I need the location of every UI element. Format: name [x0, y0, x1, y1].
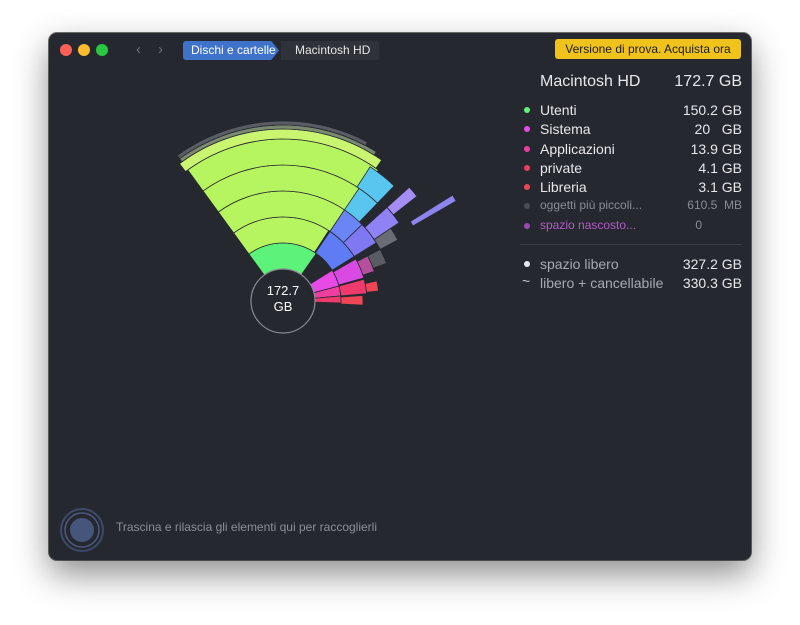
legend-item-applications[interactable]: Applicazioni 13.9 GB: [520, 140, 742, 159]
legend-item-value: 4.1 GB: [698, 159, 742, 176]
breadcrumb-current-disk[interactable]: Macintosh HD: [281, 41, 379, 60]
free-space-row[interactable]: spazio libero 327.2 GB: [520, 255, 742, 274]
back-arrow-icon[interactable]: ‹: [136, 41, 141, 58]
legend-item-value: 0: [695, 217, 702, 232]
sunburst-center-label[interactable]: 172.7 GB: [251, 283, 315, 315]
legend-item-private[interactable]: private 4.1 GB: [520, 159, 742, 178]
free-space-label: spazio libero: [540, 256, 619, 273]
legend-item-value: 150.2 GB: [682, 102, 742, 118]
sunburst-segment-small-objects[interactable]: [373, 227, 399, 250]
applications-color-dot: [524, 145, 530, 152]
legend-item-hidden-space[interactable]: spazio nascosto... 0: [520, 217, 742, 236]
legend-item-label: private: [540, 159, 583, 176]
drop-area-hint: Trascina e rilascia gli elementi qui per…: [116, 520, 377, 534]
legend-item-library[interactable]: Libreria 3.1 GB: [520, 178, 742, 197]
sunburst-center-value: 172.7: [266, 283, 300, 298]
legend-item-value: 20 GB: [694, 121, 742, 138]
legend-item-value: 3.1 GB: [698, 179, 742, 196]
library-color-dot: [524, 184, 530, 191]
sunburst-segment-library-l2[interactable]: [364, 280, 379, 293]
forward-arrow-icon[interactable]: ›: [158, 41, 163, 58]
sunburst-segment-system-l4[interactable]: [356, 166, 395, 204]
smaller-objects-color-dot: [524, 203, 530, 210]
free-space-dot-icon: [524, 261, 530, 268]
purgeable-space-row[interactable]: ~ libero + cancellabile 330.3 GB: [520, 273, 742, 293]
breadcrumb-disks-folders[interactable]: Dischi e cartelle: [183, 41, 279, 60]
hidden-space-color-dot: [524, 222, 530, 229]
legend-item-value: 610.5 MB: [687, 198, 742, 213]
zoom-window-button[interactable]: [96, 44, 108, 56]
legend-item-value: 13.9 GB: [690, 140, 742, 157]
app-window: ‹ › Dischi e cartelle Macintosh HD Versi…: [49, 33, 751, 560]
legend-item-smaller-objects[interactable]: oggetti più piccoli... 610.5 MB: [520, 197, 742, 216]
tilde-icon: ~: [522, 273, 531, 290]
legend-item-system[interactable]: Sistema 20 GB: [520, 120, 742, 139]
disk-usage-legend: Macintosh HD 172.7 GB Utenti 150.2 GB Si…: [520, 73, 742, 294]
minimize-window-button[interactable]: [78, 44, 90, 56]
sunburst-segment-system-l8[interactable]: [409, 194, 457, 227]
disk-name: Macintosh HD: [540, 73, 641, 90]
legend-item-label: Libreria: [540, 179, 587, 196]
sunburst-segment-library-l3[interactable]: [340, 294, 364, 306]
free-space-value: 327.2 GB: [682, 256, 742, 273]
legend-item-label: Applicazioni: [540, 140, 615, 157]
sunburst-chart[interactable]: [49, 67, 519, 467]
system-color-dot: [524, 126, 530, 133]
disk-summary: Macintosh HD 172.7 GB: [520, 73, 742, 95]
legend-item-label: spazio nascosto...: [540, 217, 637, 232]
close-window-button[interactable]: [60, 44, 72, 56]
collector-drop-icon[interactable]: [59, 507, 105, 553]
sunburst-center-circle[interactable]: [250, 268, 316, 334]
users-color-dot: [524, 107, 530, 113]
sunburst-segment-users-l8[interactable]: [176, 120, 369, 160]
trial-purchase-button[interactable]: Versione di prova. Acquista ora: [555, 39, 741, 59]
legend-item-label: Sistema: [540, 121, 591, 138]
title-bar: ‹ › Dischi e cartelle Macintosh HD Versi…: [49, 33, 751, 67]
sunburst-segment-small-objects-l2[interactable]: [367, 248, 387, 269]
private-color-dot: [524, 164, 530, 171]
sunburst-segment-system-l7[interactable]: [386, 186, 418, 216]
purgeable-space-label: libero + cancellabile: [540, 275, 664, 292]
purgeable-space-value: 330.3 GB: [682, 275, 742, 292]
sunburst-segment-system-l6[interactable]: [364, 206, 400, 241]
legend-item-users[interactable]: Utenti 150.2 GB: [520, 101, 742, 120]
legend-divider: [520, 244, 742, 246]
legend-item-label: Utenti: [540, 102, 577, 118]
legend-item-label: oggetti più piccoli...: [540, 198, 643, 213]
disk-size: 172.7 GB: [674, 73, 742, 90]
sunburst-center-unit: GB: [273, 299, 293, 314]
